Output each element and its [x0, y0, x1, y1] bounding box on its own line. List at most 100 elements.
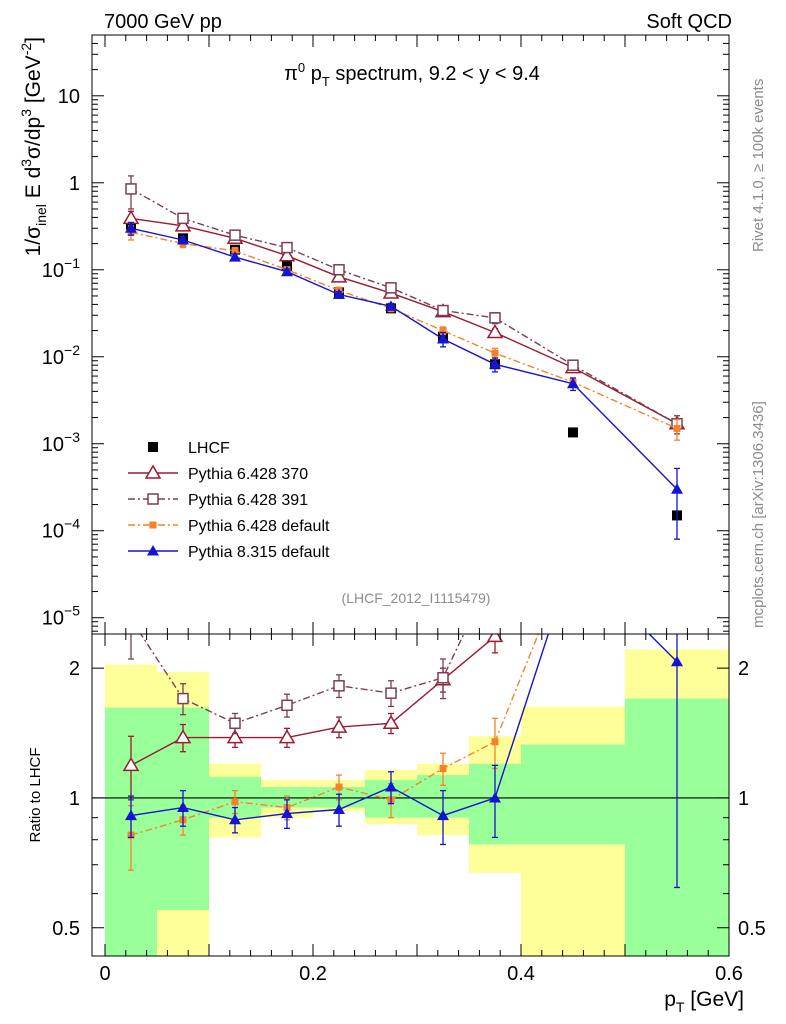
main-y-axis-label: 1/σinel E d3σ/dp3 [GeV-2]: [18, 37, 49, 256]
title-post: spectrum, 9.2 < y < 9.4: [330, 63, 540, 85]
data-point: [333, 288, 345, 299]
legend-item: Pythia 6.428 370: [128, 464, 308, 483]
data-point: [125, 222, 137, 233]
y-tick-label-right: 2: [738, 658, 749, 680]
data-point: [281, 699, 293, 712]
ratio-series-pythia-8-315-default: [125, 552, 683, 889]
data-point: [437, 333, 449, 344]
rivet-version-text: Rivet 4.1.0, ≥ 100k events: [750, 79, 767, 252]
data-point: [281, 241, 293, 254]
data-point: [385, 282, 397, 294]
series-line: [139, 634, 465, 725]
legend-item: Pythia 6.428 default: [128, 518, 330, 535]
series-line: [130, 217, 678, 425]
watermark: (LHCF_2012_I1115479): [342, 590, 491, 606]
y-tick-label: 10−4: [42, 516, 80, 543]
data-point: [439, 765, 447, 773]
data-point: [333, 264, 345, 276]
legend-label: LHCF: [188, 440, 230, 457]
y-tick-label: 1: [69, 788, 80, 810]
series-line: [130, 635, 496, 767]
data-point: [567, 377, 579, 389]
data-point: [281, 807, 293, 819]
series-line: [130, 634, 678, 821]
data-point: [226, 729, 244, 744]
data-point: [671, 655, 683, 667]
data-point: [674, 363, 681, 370]
legend-label: Pythia 8.315 default: [188, 544, 330, 561]
main-panel: 10−5 10−4 10−3 10−2 10−1 1 10 π0 pT spectrum, …: [18, 34, 730, 635]
data-point: [335, 783, 343, 791]
x-tick-label: 0.2: [299, 963, 327, 985]
data-point: [174, 729, 192, 744]
legend-marker: [144, 464, 162, 479]
legend-item: Pythia 8.315 default: [128, 544, 330, 561]
ratio-y-axis-label: Ratio to LHCF: [27, 747, 44, 842]
title-mid: p: [305, 63, 322, 85]
y-tick-label-right: 1: [738, 788, 749, 810]
data-point: [125, 809, 137, 821]
data-point: [330, 268, 348, 283]
series-line: [130, 634, 540, 836]
y-tick-label: 10−5: [42, 603, 80, 630]
data-point: [489, 791, 501, 803]
data-point: [491, 738, 499, 746]
data-point: [385, 300, 397, 311]
data-point: [437, 671, 449, 684]
data-point: [486, 324, 504, 339]
data-point: [333, 680, 345, 692]
y-tick-label: 1: [69, 173, 80, 195]
series-line: [130, 188, 678, 425]
data-point: [491, 349, 499, 357]
data-point: [229, 813, 241, 825]
data-point: [490, 564, 500, 574]
data-point: [177, 212, 189, 225]
data-point: [122, 209, 140, 225]
series-line: [130, 227, 678, 490]
legend-marker: [149, 521, 157, 529]
ratio-series-pythia-6-428-391: [128, 564, 500, 735]
header-right: Soft QCD: [646, 11, 732, 33]
main-series-pythia-6-428-391: [125, 175, 683, 435]
main-series-pythia-6-428-370: [122, 209, 686, 430]
legend-label: Pythia 6.428 370: [188, 466, 308, 483]
data-point: [489, 312, 501, 324]
plot-title: π0 pT spectrum, 9.2 < y < 9.4: [284, 60, 540, 89]
data-point: [570, 544, 577, 551]
data-point: [177, 233, 189, 245]
data-point: [333, 803, 345, 815]
legend-marker: [148, 442, 158, 452]
main-series-pythia-8-315-default: [125, 221, 683, 540]
data-point: [281, 265, 293, 277]
y-tick-label: 2: [69, 658, 80, 680]
data-point: [177, 801, 189, 813]
legend-item: Pythia 6.428 391: [128, 492, 308, 509]
data-point: [437, 809, 449, 821]
data-point: [567, 359, 579, 371]
y-tick-label: 10: [58, 86, 80, 108]
data-point: [125, 183, 137, 195]
title-sup: 0: [298, 60, 305, 75]
legend-marker: [147, 545, 159, 556]
y-tick-label: 0.5: [52, 918, 80, 940]
x-tick-label: 0.4: [507, 963, 535, 985]
legend-label: Pythia 6.428 391: [188, 492, 308, 509]
data-point: [489, 358, 501, 369]
title-sub: T: [322, 74, 330, 89]
y-tick-label-right: 0.5: [738, 918, 766, 940]
data-point: [229, 251, 241, 262]
data-point: [567, 552, 579, 563]
x-axis-label: pT [GeV]: [664, 988, 744, 1015]
source-text: mcplots.cern.ch [arXiv:1306.3436]: [750, 401, 767, 628]
legend-item: LHCF: [148, 440, 230, 457]
data-point: [385, 687, 397, 699]
data-point: [671, 483, 683, 494]
legend-label: Pythia 6.428 default: [188, 518, 330, 535]
legend: LHCF Pythia 6.428 370 Pythia 6.428 391 Pyth…: [128, 440, 330, 561]
data-point: [278, 247, 296, 262]
x-tick-label: 0.6: [715, 963, 743, 985]
data-point: [437, 304, 449, 317]
y-tick-label: 10−2: [42, 342, 80, 369]
y-tick-label: 10−3: [42, 429, 80, 456]
